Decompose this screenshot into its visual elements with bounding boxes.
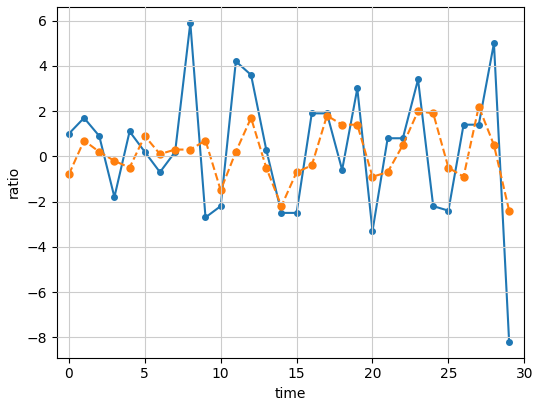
Y-axis label: ratio: ratio xyxy=(7,166,21,198)
X-axis label: time: time xyxy=(275,387,306,401)
